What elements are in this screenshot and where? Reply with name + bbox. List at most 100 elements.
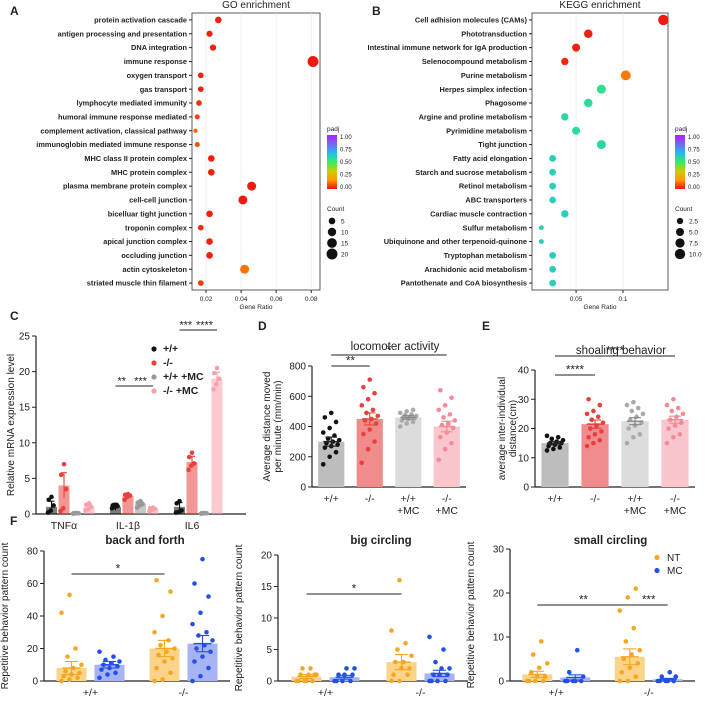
kegg-enrichment-dot xyxy=(549,196,556,204)
kegg-title: KEGG enrichment xyxy=(559,0,640,11)
kegg-term-label: Selenocompound metabolism xyxy=(422,57,528,66)
e-y-tick-label: 20 xyxy=(518,424,530,435)
f2-data-point xyxy=(433,659,438,665)
f2-data-point xyxy=(435,678,440,684)
go-enrichment-dot xyxy=(247,181,257,191)
kegg-term-label: Pantothenate and CoA biosynthesis xyxy=(401,279,527,288)
kegg-enrichment-dot xyxy=(620,70,631,81)
kegg-enrichment-dot xyxy=(584,98,593,108)
f1-y-tick-label: 80 xyxy=(27,547,39,558)
f1-data-point xyxy=(206,594,211,599)
go-padj-tick-label: 1.00 xyxy=(340,135,352,141)
f1-title: back and forth xyxy=(105,535,184,547)
f1-data-point xyxy=(192,659,197,664)
f3-data-point xyxy=(542,674,548,679)
panel-letter-e: E xyxy=(482,319,490,333)
e-data-point xyxy=(544,433,550,439)
go-enrichment-dot xyxy=(240,264,250,274)
d-x-tick-label: -/- xyxy=(365,493,375,505)
f3-data-point xyxy=(629,652,635,657)
kegg-count-legend-label: 10.0 xyxy=(689,252,702,259)
f1-data-point xyxy=(97,649,102,655)
go-enrichment-dot xyxy=(206,30,213,37)
kegg-term-label: Purine metabolism xyxy=(461,71,528,80)
f1-data-point xyxy=(59,610,64,616)
d-data-point xyxy=(438,434,443,440)
go-x-axis-label: Gene Ratio xyxy=(240,304,273,311)
go-enrichment-dot xyxy=(197,72,204,79)
f2-y-axis-label: Repetitive behavior pattern count xyxy=(234,544,245,691)
d-data-point xyxy=(372,390,377,396)
f3-data-point xyxy=(673,674,679,679)
go-term-label: DNA integration xyxy=(131,43,187,52)
d-y-tick-label: 400 xyxy=(289,422,306,433)
panel-letter-d: D xyxy=(258,319,267,333)
e-y-axis-label: average inter-individual xyxy=(497,377,508,480)
d-data-point xyxy=(361,431,366,437)
f3-data-point xyxy=(625,595,631,600)
kegg-enrichment-dot xyxy=(538,225,544,231)
d-data-point xyxy=(365,446,371,452)
f1-data-point xyxy=(192,581,197,586)
e-data-point xyxy=(599,429,604,434)
d-x-tick-label: +/+ xyxy=(324,493,339,505)
c-significance-label: *** xyxy=(134,376,148,388)
kegg-enrichment-dot xyxy=(549,252,556,259)
e-data-point xyxy=(584,411,590,417)
e-y-tick-label: 0 xyxy=(523,483,529,494)
c-data-point xyxy=(214,382,219,387)
d-data-point xyxy=(359,460,365,466)
f1-data-point xyxy=(67,592,72,598)
f1-data-point xyxy=(162,659,167,664)
kegg-padj-tick-label: 0.75 xyxy=(688,148,700,154)
e-data-point xyxy=(671,434,676,440)
f2-data-point xyxy=(310,678,315,684)
d-data-point xyxy=(333,449,339,455)
f2-data-point xyxy=(397,577,402,583)
kegg-padj-tick-label: 0.00 xyxy=(688,185,700,191)
d-data-point xyxy=(449,395,454,401)
e-y-tick-label: 40 xyxy=(518,366,530,377)
kegg-padj-colorbar xyxy=(675,135,685,189)
c-bar xyxy=(58,485,70,514)
go-x-tick-label: 0.06 xyxy=(270,296,283,303)
go-enrichment-dot xyxy=(214,16,222,24)
c-data-point xyxy=(186,454,192,460)
kegg-term-label: Arachidonic acid metabolism xyxy=(424,265,527,274)
go-padj-legend-title: padj xyxy=(327,126,339,133)
f2-data-point xyxy=(389,628,394,633)
d-significance-label: * xyxy=(387,345,392,357)
f3-data-point xyxy=(633,586,639,591)
kegg-term-label: Cell adhision molecules (CAMs) xyxy=(415,16,528,25)
d-data-point xyxy=(442,403,448,408)
e-significance-label: **** xyxy=(606,346,624,358)
e-data-point xyxy=(595,414,601,420)
kegg-term-label: Starch and sucrose metabolism xyxy=(415,168,527,177)
d-x-tick-label: +MC xyxy=(436,505,459,517)
kegg-enrichment-dot xyxy=(561,57,569,66)
e-data-point xyxy=(675,405,681,411)
d-data-point xyxy=(370,407,376,413)
c-y-axis-label: Relative mRNA expression level xyxy=(6,354,17,496)
e-data-point xyxy=(549,436,555,442)
f2-data-point xyxy=(300,666,305,671)
go-enrichment-dot xyxy=(238,195,248,205)
c-legend-label: +/+ xyxy=(163,343,178,355)
f2-data-point xyxy=(389,678,394,684)
kegg-count-legend-dot xyxy=(674,248,686,260)
go-enrichment-dot xyxy=(206,252,213,259)
kegg-plot-frame xyxy=(531,12,669,291)
go-count-legend-dot xyxy=(327,238,337,248)
f1-data-point xyxy=(67,677,72,682)
kegg-count-legend-dot xyxy=(676,228,684,236)
f2-y-tick-label: 15 xyxy=(261,582,273,593)
d-data-point xyxy=(404,421,409,426)
f3-data-point xyxy=(635,661,641,666)
c-data-point xyxy=(189,450,195,456)
kegg-count-legend-dot xyxy=(675,238,685,248)
e-data-point xyxy=(586,396,591,402)
kegg-enrichment-dot xyxy=(549,155,556,162)
f1-data-point xyxy=(65,654,70,659)
kegg-x-tick-label: 0.1 xyxy=(618,296,627,303)
f2-x-tick-label: +/+ xyxy=(318,687,333,699)
